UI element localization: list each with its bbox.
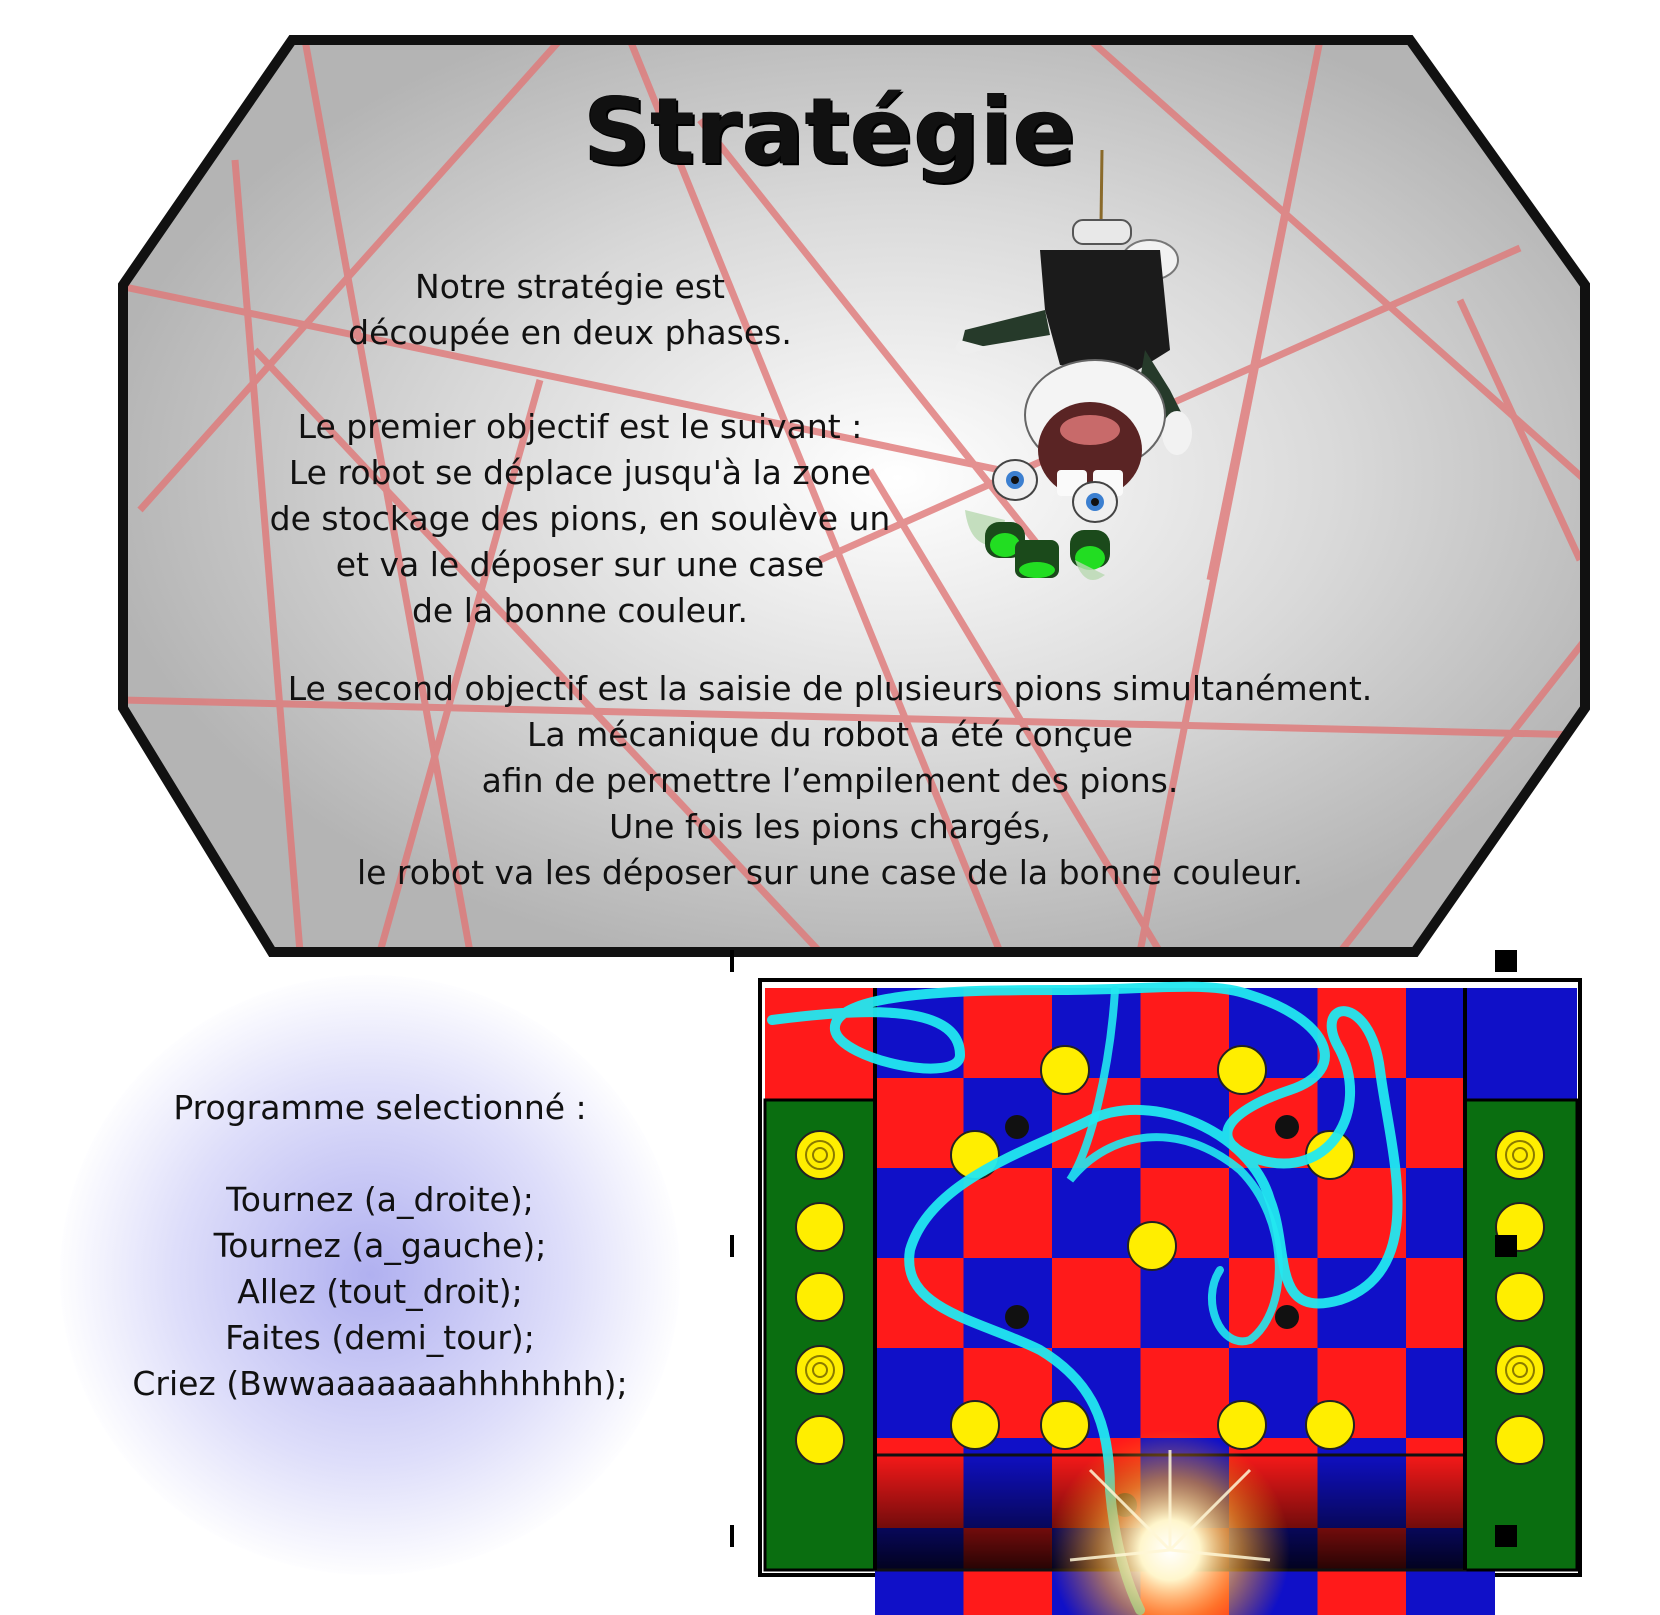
intro-line: Notre stratégie est <box>415 267 725 306</box>
page-title: Stratégie <box>583 78 1077 185</box>
objective-2-line: Une fois les pions chargés, <box>609 807 1051 846</box>
robot-path <box>767 981 1403 1615</box>
board-square <box>1140 1348 1230 1439</box>
objective-1-line: et va le déposer sur une case <box>335 545 825 584</box>
intro-line: découpée en deux phases. <box>348 313 792 352</box>
board-square <box>1052 1258 1141 1349</box>
program-line: Tournez (a_droite); <box>226 1180 534 1219</box>
board-corner-markers <box>730 950 1517 1547</box>
board-square <box>875 1258 964 1349</box>
objective-1-paragraph: Le premier objectif est le suivant : Le … <box>200 404 960 634</box>
objective-1-line: de stockage des pions, en soulève un <box>269 499 891 538</box>
board-square <box>1052 1168 1141 1259</box>
board-square <box>963 988 1053 1079</box>
program-glow <box>60 975 680 1575</box>
board-square <box>1140 988 1230 1079</box>
objective-1-line: Le robot se déplace jusqu'à la zone <box>288 453 872 492</box>
program-line: Faites (demi_tour); <box>225 1318 535 1357</box>
program-line: Criez (Bwwaaaaaaahhhhhhh); <box>132 1364 628 1403</box>
rabbid-character-illustration <box>955 150 1192 580</box>
board-square <box>875 1078 964 1169</box>
board-square <box>875 1168 964 1259</box>
target-pawn-markings <box>805 1140 1535 1385</box>
objective-2-line: La mécanique du robot a été conçue <box>527 715 1133 754</box>
objective-2-paragraph: Le second objectif est la saisie de plus… <box>140 666 1520 896</box>
octagon-border <box>118 35 1590 957</box>
intro-paragraph: Notre stratégie est découpée en deux pha… <box>200 264 940 356</box>
yellow-pawns <box>795 1045 1545 1465</box>
strategy-panel <box>118 35 1590 957</box>
objective-1-line: de la bonne couleur. <box>411 591 749 630</box>
board-square <box>875 1348 964 1439</box>
holes <box>1005 1115 1299 1517</box>
objective-2-line: le robot va les déposer sur une case de … <box>356 853 1304 892</box>
program-listing: Programme selectionné : Tournez (a_droit… <box>70 1085 690 1407</box>
objective-2-line: Le second objectif est la saisie de plus… <box>287 669 1373 708</box>
laser-lines <box>123 40 1585 952</box>
program-title: Programme selectionné : <box>173 1088 587 1127</box>
program-line: Allez (tout_droit); <box>237 1272 523 1311</box>
objective-1-line: Le premier objectif est le suivant : <box>297 407 863 446</box>
board-square <box>963 1168 1053 1259</box>
objective-2-line: afin de permettre l’empilement des pions… <box>481 761 1179 800</box>
program-line: Tournez (a_gauche); <box>213 1226 547 1265</box>
game-board-illustration <box>730 950 1582 1615</box>
